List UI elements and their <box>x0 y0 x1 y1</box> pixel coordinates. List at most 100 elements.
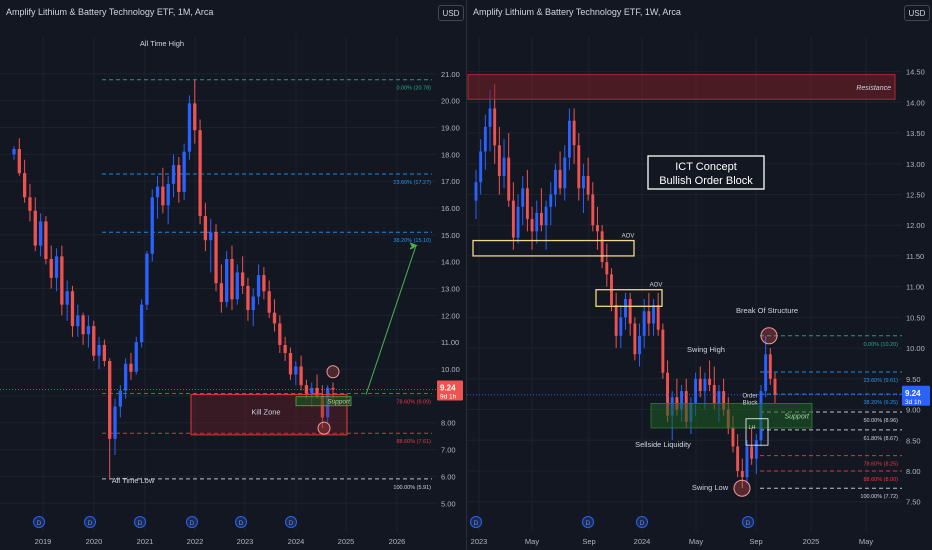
candle-body[interactable] <box>530 219 534 232</box>
candle-body[interactable] <box>572 120 576 146</box>
dividend-marker[interactable] <box>742 516 754 528</box>
candle-body[interactable] <box>187 103 192 152</box>
candle-body[interactable] <box>171 165 176 184</box>
candle-body[interactable] <box>219 283 223 302</box>
candle-body[interactable] <box>246 285 250 311</box>
candle-body[interactable] <box>596 225 599 232</box>
candle-body[interactable] <box>731 427 735 447</box>
candle-body[interactable] <box>633 323 637 355</box>
candle-body[interactable] <box>278 323 282 345</box>
candle-body[interactable] <box>754 440 758 459</box>
candle-body[interactable] <box>474 182 478 201</box>
candle-body[interactable] <box>60 256 64 305</box>
candle-body[interactable] <box>267 291 271 313</box>
candle-body[interactable] <box>225 259 229 302</box>
candle-body[interactable] <box>708 378 712 385</box>
candle-body[interactable] <box>235 272 239 300</box>
candle-body[interactable] <box>299 366 303 386</box>
candle-body[interactable] <box>591 194 595 226</box>
candle-body[interactable] <box>768 354 772 379</box>
candle-body[interactable] <box>70 291 75 327</box>
candle-body[interactable] <box>694 378 698 404</box>
candle-body[interactable] <box>17 148 21 174</box>
candle-body[interactable] <box>251 296 255 311</box>
candle-body[interactable] <box>214 232 218 284</box>
candle-body[interactable] <box>605 262 609 275</box>
candle-body[interactable] <box>320 395 325 418</box>
candle-body[interactable] <box>283 344 287 353</box>
candle-body[interactable] <box>624 298 627 318</box>
candle-body[interactable] <box>124 363 128 391</box>
candle-body[interactable] <box>717 391 721 404</box>
candle-body[interactable] <box>129 363 133 372</box>
candle-body[interactable] <box>563 157 567 189</box>
candle-body[interactable] <box>76 315 80 327</box>
candle-body[interactable] <box>240 272 245 286</box>
left-currency-button[interactable]: USD <box>438 5 464 21</box>
candle-body[interactable] <box>28 197 32 211</box>
candle-body[interactable] <box>577 145 581 189</box>
candle-body[interactable] <box>166 183 170 206</box>
dividend-marker[interactable] <box>33 516 45 528</box>
candle-body[interactable] <box>479 151 483 183</box>
candle-body[interactable] <box>493 108 497 146</box>
candle-body[interactable] <box>12 148 16 155</box>
candle-body[interactable] <box>736 446 740 471</box>
candle-body[interactable] <box>722 391 726 410</box>
candle-body[interactable] <box>539 212 543 226</box>
candle-body[interactable] <box>38 221 43 246</box>
dividend-marker[interactable] <box>235 516 247 528</box>
candle-body[interactable] <box>108 361 112 439</box>
candle-body[interactable] <box>652 305 655 324</box>
candle-body[interactable] <box>139 304 144 343</box>
candle-body[interactable] <box>488 108 492 127</box>
candle-body[interactable] <box>553 169 557 195</box>
dividend-marker[interactable] <box>636 516 648 528</box>
candle-body[interactable] <box>642 311 646 336</box>
candle-body[interactable] <box>712 384 716 404</box>
candle-body[interactable] <box>544 206 548 226</box>
candle-body[interactable] <box>497 145 501 177</box>
candle-body[interactable] <box>134 342 138 372</box>
candle-body[interactable] <box>764 354 768 392</box>
candle-body[interactable] <box>558 169 562 189</box>
dividend-marker[interactable] <box>582 516 594 528</box>
candle-body[interactable] <box>680 391 684 410</box>
candle-body[interactable] <box>49 259 53 278</box>
dividend-marker[interactable] <box>84 516 96 528</box>
candle-body[interactable] <box>230 259 234 300</box>
candle-body[interactable] <box>525 188 529 220</box>
candle-body[interactable] <box>666 372 669 416</box>
candle-body[interactable] <box>97 344 101 356</box>
candle-body[interactable] <box>656 305 660 330</box>
candle-body[interactable] <box>256 275 261 297</box>
candle-body[interactable] <box>145 253 149 305</box>
candle-body[interactable] <box>740 470 744 478</box>
candle-body[interactable] <box>331 387 335 390</box>
candle-body[interactable] <box>586 176 590 195</box>
candle-body[interactable] <box>33 210 37 246</box>
candle-body[interactable] <box>507 157 511 201</box>
candle-body[interactable] <box>521 188 525 207</box>
pane-divider[interactable] <box>466 0 467 550</box>
candle-body[interactable] <box>567 120 571 158</box>
candle-body[interactable] <box>647 311 651 324</box>
candle-body[interactable] <box>511 200 515 238</box>
candle-body[interactable] <box>516 206 520 238</box>
candle-body[interactable] <box>182 151 186 192</box>
candle-body[interactable] <box>102 344 107 362</box>
candle-body[interactable] <box>549 194 553 207</box>
candle-body[interactable] <box>600 231 604 263</box>
dividend-marker[interactable] <box>134 516 146 528</box>
candle-body[interactable] <box>315 387 319 396</box>
candle-body[interactable] <box>535 212 539 232</box>
candle-body[interactable] <box>773 378 777 395</box>
right-currency-button[interactable]: USD <box>904 5 930 21</box>
candle-body[interactable] <box>22 173 27 198</box>
candle-body[interactable] <box>198 130 202 217</box>
candle-body[interactable] <box>310 387 314 394</box>
candle-body[interactable] <box>209 232 213 241</box>
candle-body[interactable] <box>502 157 506 177</box>
candle-body[interactable] <box>150 197 154 254</box>
